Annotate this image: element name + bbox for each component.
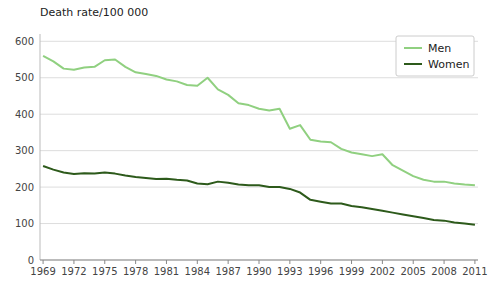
y-tick-label: 0 (28, 255, 34, 266)
y-tick-label: 600 (15, 36, 34, 47)
x-tick-label: 1999 (339, 266, 364, 277)
grid-line (40, 114, 478, 115)
x-tick (289, 260, 290, 264)
x-tick-label: 1984 (185, 266, 210, 277)
x-tick-label: 2011 (462, 266, 487, 277)
x-tick (444, 260, 445, 264)
x-tick (104, 260, 105, 264)
x-tick (382, 260, 383, 264)
x-tick (43, 260, 44, 264)
x-tick (413, 260, 414, 264)
x-tick-label: 2008 (431, 266, 456, 277)
x-tick (259, 260, 260, 264)
x-tick-label: 1978 (123, 266, 148, 277)
legend-label: Men (428, 42, 451, 55)
grid-line (40, 77, 478, 78)
x-tick-label: 2005 (400, 266, 425, 277)
x-tick (135, 260, 136, 264)
legend-swatch (404, 47, 422, 49)
y-axis: 0 100 200 300 400 500 600 (15, 34, 40, 266)
y-tick-label: 200 (15, 182, 34, 193)
legend: Men Women (396, 36, 474, 76)
x-tick-label: 1972 (61, 266, 86, 277)
grid-line (40, 187, 478, 188)
chart-container: 0100200300400500600196919721975197819811… (0, 0, 492, 290)
grid-line (40, 223, 478, 224)
x-tick (351, 260, 352, 264)
chart: 0100200300400500600196919721975197819811… (0, 0, 492, 290)
y-tick-label: 100 (15, 218, 34, 229)
x-tick-label: 1981 (154, 266, 179, 277)
y-tick-label: 500 (15, 72, 34, 83)
x-axis: 1969 1972 1975 1978 1981 1984 1987 1990 1993 1996… (30, 260, 487, 277)
x-tick-label: 1996 (308, 266, 333, 277)
legend-box (396, 36, 474, 76)
y-tick-label: 300 (15, 145, 34, 156)
x-tick-label: 1987 (215, 266, 240, 277)
x-tick (197, 260, 198, 264)
series-line (43, 166, 475, 225)
legend-swatch (404, 63, 422, 65)
x-tick-label: 1975 (92, 266, 117, 277)
x-tick-label: 2002 (370, 266, 395, 277)
y-tick-label: 400 (15, 109, 34, 120)
x-tick-label: 1990 (246, 266, 271, 277)
x-tick (474, 260, 475, 264)
x-tick (320, 260, 321, 264)
y-axis-line (40, 34, 41, 260)
y-axis-label: Death rate/100 000 (40, 6, 148, 19)
series-lines (43, 56, 475, 225)
x-tick-label: 1969 (30, 266, 55, 277)
x-tick (166, 260, 167, 264)
x-tick-label: 1993 (277, 266, 302, 277)
x-tick (73, 260, 74, 264)
x-tick (228, 260, 229, 264)
grid-line (40, 150, 478, 151)
legend-label: Women (428, 58, 469, 71)
